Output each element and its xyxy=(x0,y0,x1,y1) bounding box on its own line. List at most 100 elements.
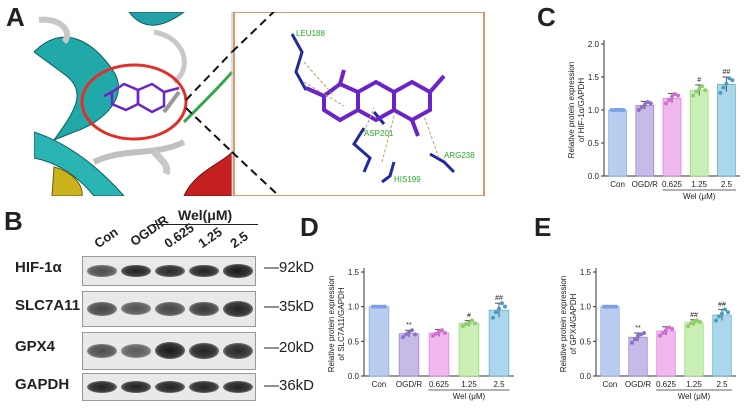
data-point xyxy=(407,330,411,335)
significance-label: ** xyxy=(635,325,641,332)
y-tick-label: 0.5 xyxy=(588,139,600,148)
data-point xyxy=(434,331,438,336)
data-point xyxy=(404,332,408,337)
data-point xyxy=(636,333,640,338)
data-point xyxy=(611,304,615,309)
bar xyxy=(689,89,709,177)
y-axis-label: of SLC7A11/GAPDH xyxy=(337,287,346,360)
bar xyxy=(428,332,450,377)
x-tick-label: 0.625 xyxy=(662,180,683,189)
data-point xyxy=(695,318,699,323)
bar-chart-hif1a: 0.0 0.5 1.0 1.5 2.0 Relative protein expressi… xyxy=(567,40,740,201)
y-tick-label: 1.0 xyxy=(580,303,592,312)
data-point xyxy=(473,321,477,326)
bar xyxy=(662,97,682,177)
ribbon-top xyxy=(128,12,185,26)
x-axis-label: Wel (μM) xyxy=(678,392,711,401)
y-axis-label: of GPX4/GAPDH xyxy=(569,293,578,354)
coil-grey xyxy=(151,149,171,176)
interaction-lines xyxy=(303,61,440,163)
bar xyxy=(600,306,620,377)
coil-grey xyxy=(92,139,186,165)
binding-site-circle xyxy=(80,63,188,141)
data-point xyxy=(609,108,614,112)
y-tick-label: 1.5 xyxy=(348,268,360,277)
data-point xyxy=(618,108,623,112)
y-axis-label: of HIF-1α/GAPDH xyxy=(577,78,586,142)
significance-label: ## xyxy=(495,295,503,302)
blot-band xyxy=(121,344,151,358)
panel-letter-d: D xyxy=(300,212,319,242)
y-tick-label: 1.0 xyxy=(348,303,360,312)
blot-kd-label: —92kD xyxy=(264,259,315,276)
significance-label: # xyxy=(697,77,701,84)
blot-protein-label: GAPDH xyxy=(15,376,70,393)
blot-strip-gpx4 xyxy=(82,332,256,370)
zoom-line xyxy=(231,151,280,196)
data-point xyxy=(371,304,375,309)
blot-band xyxy=(189,381,219,393)
treatment-label: Wel(μM) xyxy=(178,207,233,223)
coil-grey xyxy=(38,16,71,45)
ribbon-yellow xyxy=(51,166,83,196)
blot-band xyxy=(189,342,219,360)
data-point xyxy=(727,76,732,81)
y-tick-label: 0.0 xyxy=(348,372,360,381)
coil-green xyxy=(182,71,234,124)
data-point xyxy=(380,304,384,309)
data-point xyxy=(636,108,641,112)
blot-band xyxy=(121,264,151,278)
bar xyxy=(458,323,480,377)
data-point xyxy=(605,304,609,309)
data-point xyxy=(410,328,414,333)
blot-band xyxy=(223,301,253,317)
bar xyxy=(398,333,420,377)
residue-sticks xyxy=(290,33,456,184)
data-point xyxy=(621,108,626,112)
data-point xyxy=(630,340,634,345)
data-point xyxy=(639,332,643,337)
data-point xyxy=(700,84,705,89)
bar xyxy=(368,306,390,377)
panel-letter-a: A xyxy=(6,2,25,32)
bar-chart-slc7a11: 0.0 0.5 1.0 1.5 Relative protein expression o… xyxy=(327,268,514,401)
data-point xyxy=(664,328,668,333)
coil-grey xyxy=(153,29,187,84)
data-point xyxy=(726,310,730,315)
data-point xyxy=(602,304,606,309)
significance-label: ## xyxy=(723,69,731,76)
data-point xyxy=(503,304,507,309)
data-point xyxy=(670,326,674,331)
data-point xyxy=(440,328,444,333)
blot-kd-label: —36kD xyxy=(264,377,315,394)
panel-letter-b: B xyxy=(4,206,23,236)
data-point xyxy=(718,90,723,95)
data-point xyxy=(691,93,696,98)
data-point xyxy=(692,319,696,324)
data-point xyxy=(437,329,441,334)
data-point xyxy=(670,94,674,99)
data-point xyxy=(661,331,665,336)
data-point xyxy=(721,85,726,90)
blot-band xyxy=(189,301,219,317)
data-point xyxy=(608,304,612,309)
x-axis-label: Wel (μM) xyxy=(453,392,486,401)
data-point xyxy=(491,315,495,320)
blot-band xyxy=(223,342,253,360)
blot-band xyxy=(87,265,117,277)
blot-band xyxy=(121,381,151,393)
blot-band xyxy=(87,343,117,359)
residue-label: ASP201 xyxy=(364,129,394,138)
data-point xyxy=(717,314,721,319)
blot-protein-label: SLC7A11 xyxy=(15,297,81,314)
zoom-line xyxy=(185,107,233,153)
panel-letter-c: C xyxy=(537,2,556,32)
data-point xyxy=(714,318,718,323)
data-point xyxy=(467,320,471,325)
ligand-left xyxy=(103,82,180,114)
blot-band xyxy=(155,342,185,360)
blot-band xyxy=(155,264,185,278)
bar xyxy=(712,314,732,377)
blot-band xyxy=(121,302,151,316)
panel-letter-e: E xyxy=(534,212,552,242)
